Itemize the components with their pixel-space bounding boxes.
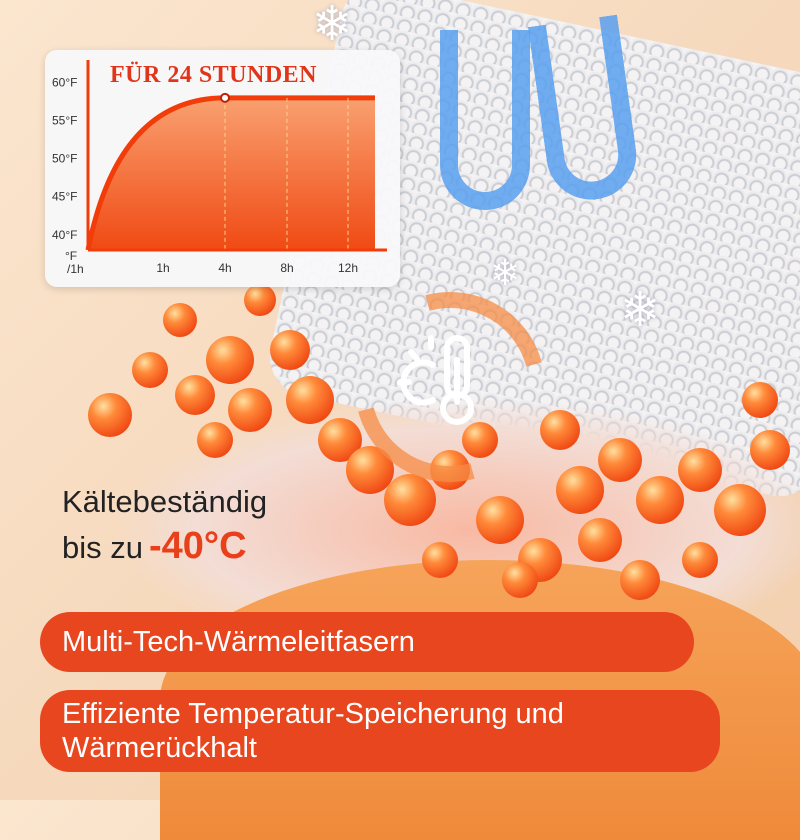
claim-prefix: bis zu bbox=[62, 530, 143, 565]
heat-ball bbox=[502, 562, 538, 598]
heat-ball bbox=[678, 448, 722, 492]
heat-ball bbox=[620, 560, 660, 600]
banner-text: Effiziente Temperatur-Speicherung und Wä… bbox=[62, 698, 564, 764]
snowflake-icon: ❄ bbox=[620, 284, 661, 337]
cold-resistance-claim: Kältebeständig bis zu -40°C bbox=[62, 480, 267, 570]
heat-ball bbox=[206, 336, 254, 384]
claim-temperature: -40°C bbox=[148, 525, 247, 567]
feature-banner-fibers: Multi-Tech-Wärmeleitfasern bbox=[40, 612, 694, 672]
chart-title: FÜR 24 STUNDEN bbox=[110, 62, 318, 88]
heat-ball bbox=[384, 474, 436, 526]
y-tick-label: 45°F bbox=[52, 190, 77, 204]
marker-point bbox=[220, 92, 230, 103]
x-tick-label: 1h bbox=[156, 261, 169, 275]
heat-ball bbox=[714, 484, 766, 536]
heat-ball bbox=[197, 422, 233, 458]
snowflake-icon: ❄ bbox=[490, 252, 521, 293]
heat-ball bbox=[750, 430, 790, 470]
heat-ball bbox=[556, 466, 604, 514]
heat-ball bbox=[682, 542, 718, 578]
chart-area bbox=[88, 97, 375, 251]
heat-ball bbox=[742, 382, 778, 418]
y-tick-label: 55°F bbox=[52, 114, 77, 128]
x-tick-label: 12h bbox=[338, 261, 358, 275]
heat-ball bbox=[286, 376, 334, 424]
heat-ball bbox=[430, 450, 470, 490]
y-tick-label: 50°F bbox=[52, 152, 77, 166]
heat-ball bbox=[132, 352, 168, 388]
heat-ball bbox=[88, 393, 132, 437]
y-tick-label: 40°F bbox=[52, 228, 77, 242]
heat-ball bbox=[422, 542, 458, 578]
x-tick-label: 4h bbox=[218, 261, 231, 275]
y-unit-label: °F bbox=[65, 249, 77, 263]
heat-ball bbox=[476, 496, 524, 544]
snowflake-icon: ❄ bbox=[312, 0, 353, 51]
heat-ball bbox=[270, 330, 310, 370]
y-tick-label: 60°F bbox=[52, 76, 77, 90]
heat-ball bbox=[163, 303, 197, 337]
airflow-arrow-icon bbox=[440, 30, 530, 210]
heat-ball bbox=[175, 375, 215, 415]
claim-line1: Kältebeständig bbox=[62, 484, 268, 519]
heat-ball bbox=[598, 438, 642, 482]
heat-ball bbox=[346, 446, 394, 494]
sun-thermometer-icon bbox=[397, 335, 474, 425]
heat-ball bbox=[244, 284, 276, 316]
chart-line bbox=[85, 95, 375, 251]
heat-ball bbox=[636, 476, 684, 524]
x-tick-label: 8h bbox=[280, 261, 293, 275]
x-unit-label: /1h bbox=[67, 262, 84, 276]
banner-text: Multi-Tech-Wärmeleitfasern bbox=[62, 626, 415, 658]
heat-ball bbox=[462, 422, 498, 458]
feature-banner-heat-storage: Effiziente Temperatur-Speicherung und Wä… bbox=[40, 690, 720, 772]
heat-ball bbox=[578, 518, 622, 562]
chart-card: 40°F 45°F 50°F 55°F 60°F 1h 4h 8h 12h °F/1h FÜR 2… bbox=[45, 50, 400, 287]
heat-ball bbox=[228, 388, 272, 432]
heat-ball bbox=[540, 410, 580, 450]
